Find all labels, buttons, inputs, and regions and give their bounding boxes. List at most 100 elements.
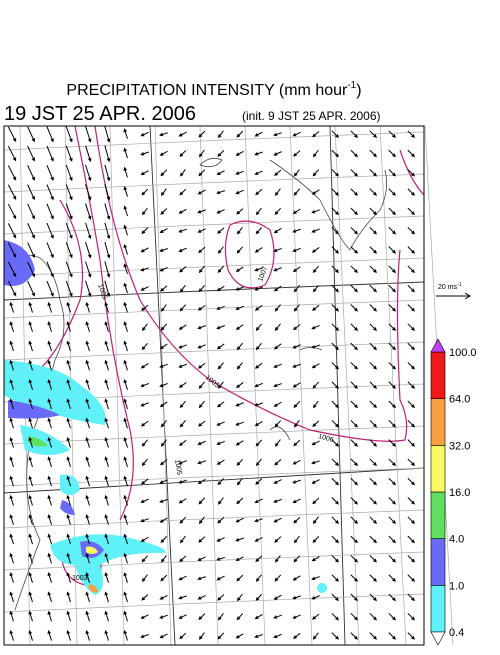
wind-arrow xyxy=(388,207,396,216)
wind-arrow xyxy=(273,498,282,503)
colorbar-under xyxy=(430,631,446,646)
wind-arrow xyxy=(197,420,206,427)
wind-arrow xyxy=(160,439,167,447)
wind-arrow xyxy=(28,436,33,448)
wind-arrow xyxy=(235,189,244,195)
grid-line xyxy=(244,125,266,646)
wind-arrow xyxy=(407,362,415,370)
wind-arrow xyxy=(369,284,377,293)
wind-arrow xyxy=(85,398,90,410)
wind-arrow xyxy=(197,344,206,349)
grid-line xyxy=(3,593,425,613)
wind-arrow xyxy=(28,552,33,564)
wind-arrow xyxy=(140,634,149,639)
wind-arrow xyxy=(47,301,52,313)
wind-arrow xyxy=(85,321,90,332)
wind-arrow xyxy=(104,379,109,390)
wind-arrow xyxy=(85,572,90,583)
wind-arrow xyxy=(235,633,244,639)
wind-arrow xyxy=(292,595,301,600)
wind-arrow xyxy=(179,420,186,428)
wind-arrow xyxy=(255,227,263,235)
wind-arrow xyxy=(407,574,415,582)
wind-arrow xyxy=(140,170,149,176)
wind-arrow xyxy=(254,286,263,291)
colorbar-label: 0.4 xyxy=(449,627,464,639)
colorbar-label: 32.0 xyxy=(449,440,470,452)
wind-arrow xyxy=(311,209,320,214)
wind-arrow xyxy=(66,359,71,371)
wind-arrow xyxy=(160,323,168,331)
wind-arrow xyxy=(159,382,168,388)
wind-arrow xyxy=(331,246,339,254)
wind-arrow xyxy=(274,459,282,466)
wind-arrow xyxy=(254,151,263,156)
wind-arrow xyxy=(66,572,71,583)
wind-arrow xyxy=(9,417,14,429)
wind-arrow xyxy=(28,340,33,352)
wind-arrow xyxy=(47,610,52,622)
wind-arrow xyxy=(85,340,90,352)
wind-arrow xyxy=(350,439,358,447)
wind-arrow xyxy=(7,145,17,162)
wind-arrow xyxy=(407,400,415,409)
wind-arrow xyxy=(65,145,73,162)
wind-arrow xyxy=(28,494,33,506)
wind-arrow xyxy=(255,478,263,485)
wind-arrow xyxy=(312,420,320,427)
wind-arrow xyxy=(27,261,35,278)
wind-arrow xyxy=(178,208,187,214)
wind-arrow xyxy=(369,381,377,389)
wind-arrow xyxy=(407,593,415,602)
wind-arrow xyxy=(312,536,320,544)
wind-arrow xyxy=(331,555,339,563)
wind-arrow xyxy=(350,458,358,467)
wind-arrow xyxy=(235,517,244,523)
wind-arrow xyxy=(123,398,128,410)
wind-arrow xyxy=(331,400,339,409)
wind-scale: 20 ms-1 xyxy=(436,282,471,300)
wind-arrow xyxy=(331,342,339,351)
wind-arrow xyxy=(254,518,263,523)
wind-arrow xyxy=(255,458,262,467)
wind-arrow xyxy=(254,498,263,504)
wind-arrow xyxy=(293,169,300,177)
grid-line xyxy=(3,215,425,235)
wind-arrow xyxy=(311,595,320,600)
grid-line xyxy=(3,509,425,529)
wind-arrow xyxy=(104,398,109,410)
wind-arrow xyxy=(255,574,262,582)
wind-arrow xyxy=(140,286,149,291)
wind-arrow xyxy=(216,440,225,446)
wind-arrow xyxy=(350,497,358,505)
contour-label: 1005 xyxy=(96,283,108,300)
wind-arrow xyxy=(312,131,320,138)
wind-arrow xyxy=(217,265,225,273)
wind-arrow xyxy=(104,572,109,583)
wind-arrow xyxy=(273,401,282,407)
wind-arrow xyxy=(331,169,339,177)
wind-arrow xyxy=(217,227,225,234)
wind-arrow xyxy=(292,208,301,215)
wind-arrow xyxy=(407,265,415,274)
wind-arrow xyxy=(273,363,282,368)
wind-arrow xyxy=(159,150,168,156)
wind-arrow xyxy=(216,459,225,465)
wind-arrow xyxy=(123,166,128,178)
wind-arrow xyxy=(178,382,187,388)
wind-arrow xyxy=(197,325,206,330)
wind-arrow xyxy=(179,632,187,640)
wind-arrow xyxy=(141,594,149,601)
wind-arrow xyxy=(311,344,320,349)
wind-arrow xyxy=(273,517,282,523)
wind-arrow xyxy=(140,420,149,427)
wind-arrow xyxy=(28,629,33,641)
wind-arrow xyxy=(85,475,90,487)
wind-arrow xyxy=(179,284,186,293)
wind-arrow xyxy=(198,130,206,138)
wind-arrow xyxy=(123,205,128,217)
title: PRECIPITATION INTENSITY (mm hour-1) xyxy=(66,80,361,99)
wind-arrow xyxy=(178,363,187,368)
wind-arrow xyxy=(140,498,149,503)
wind-arrow xyxy=(273,383,282,388)
